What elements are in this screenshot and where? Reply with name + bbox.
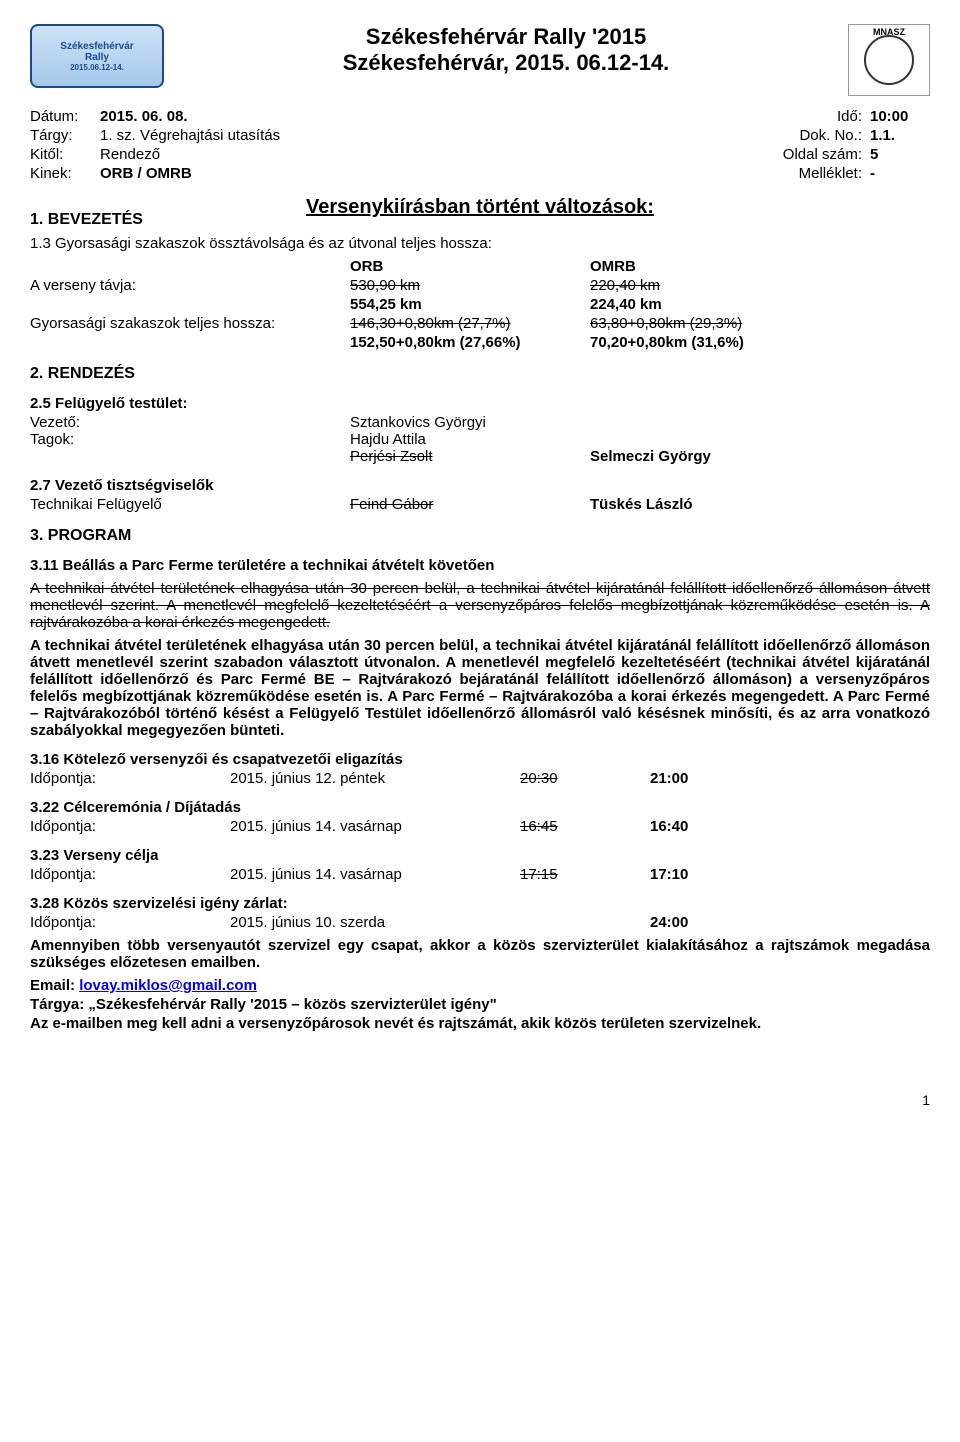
s316-date: 2015. június 12. péntek bbox=[230, 770, 520, 787]
s316-lbl: Időpontja: bbox=[30, 770, 230, 787]
subject-val: „Székesfehérvár Rally '2015 – közös szer… bbox=[88, 996, 496, 1013]
s25-tagok-val1: Hajdu Attila bbox=[350, 431, 590, 448]
logo-left-line1: Székesfehérvár bbox=[60, 41, 133, 52]
s27-row: Technikai Felügyelő Feind Gábor Tüskés L… bbox=[30, 496, 930, 513]
s316-old: 20:30 bbox=[520, 770, 650, 787]
header-row: Székesfehérvár Rally 2015.06.12-14. Szék… bbox=[30, 24, 930, 96]
s27-tech-new: Tüskés László bbox=[590, 496, 830, 513]
s323-old: 17:15 bbox=[520, 866, 650, 883]
wheel-icon bbox=[864, 35, 914, 85]
meta-oldal-val: 5 bbox=[870, 146, 930, 163]
s25-tagok-new: Selmeczi György bbox=[590, 448, 830, 465]
meta-datum-val: 2015. 06. 08. bbox=[100, 108, 770, 125]
s323-row: Időpontja: 2015. június 14. vasárnap 17:… bbox=[30, 866, 930, 883]
final-line: Az e-mailben meg kell adni a versenyzőpá… bbox=[30, 1015, 930, 1032]
logo-left-line3: 2015.06.12-14. bbox=[70, 63, 124, 72]
title-block: Székesfehérvár Rally '2015 Székesfehérvá… bbox=[164, 24, 848, 76]
logo-left: Székesfehérvár Rally 2015.06.12-14. bbox=[30, 24, 164, 88]
s13-row4-b: 70,20+0,80km (31,6%) bbox=[590, 334, 830, 351]
s25-row2: Tagok: Hajdu Attila bbox=[30, 431, 930, 448]
s328-lbl: Időpontja: bbox=[30, 914, 230, 931]
meta-mellek-val: - bbox=[870, 165, 930, 182]
page-title-1: Székesfehérvár Rally '2015 bbox=[164, 24, 848, 50]
s25-row1: Vezető: Sztankovics Györgyi bbox=[30, 414, 930, 431]
meta-oldal-lbl: Oldal szám: bbox=[770, 146, 870, 163]
s13-header-row: ORB OMRB bbox=[30, 258, 930, 275]
s323-lbl: Időpontja: bbox=[30, 866, 230, 883]
s13-row4-a: 152,50+0,80km (27,66%) bbox=[350, 334, 590, 351]
subject-lbl: Tárgya: bbox=[30, 996, 88, 1013]
s13-row2: 554,25 km 224,40 km bbox=[30, 296, 930, 313]
s13-row2-b: 224,40 km bbox=[590, 296, 830, 313]
s328-date: 2015. június 10. szerda bbox=[230, 914, 520, 931]
meta-table: Dátum: 2015. 06. 08. Idő: 10:00 Tárgy: 1… bbox=[30, 108, 930, 182]
s25-vezeto-lbl: Vezető: bbox=[30, 414, 350, 431]
meta-kinek-val: ORB / OMRB bbox=[100, 165, 770, 182]
s13-row1-a-old: 530,90 km bbox=[350, 277, 590, 294]
meta-kinek-lbl: Kinek: bbox=[30, 165, 100, 182]
section2-title: 2. RENDEZÉS bbox=[30, 365, 930, 383]
s322-new: 16:40 bbox=[650, 818, 780, 835]
s25-vezeto-val: Sztankovics Györgyi bbox=[350, 414, 590, 431]
s25-tagok-old: Perjési Zsolt bbox=[350, 448, 590, 465]
s27-tech-lbl: Technikai Felügyelő bbox=[30, 496, 350, 513]
s316-new: 21:00 bbox=[650, 770, 780, 787]
s13-row2-a: 554,25 km bbox=[350, 296, 590, 313]
s13-row1: A verseny távja: 530,90 km 220,40 km bbox=[30, 277, 930, 294]
s13-title: 1.3 Gyorsasági szakaszok össztávolsága é… bbox=[30, 235, 930, 252]
s323-date: 2015. június 14. vasárnap bbox=[230, 866, 520, 883]
email-lbl: Email: bbox=[30, 977, 79, 994]
meta-datum-lbl: Dátum: bbox=[30, 108, 100, 125]
s328-title: 3.28 Közös szervizelési igény zárlat: bbox=[30, 895, 930, 912]
s25-tagok-lbl: Tagok: bbox=[30, 431, 350, 448]
s322-old: 16:45 bbox=[520, 818, 650, 835]
page-title-2: Székesfehérvár, 2015. 06.12-14. bbox=[164, 50, 848, 76]
col-omrb: OMRB bbox=[590, 258, 830, 275]
s328-row: Időpontja: 2015. június 10. szerda 24:00 bbox=[30, 914, 930, 931]
s27-tech-old: Feind Gábor bbox=[350, 496, 590, 513]
email-line: Email: lovay.miklos@gmail.com bbox=[30, 977, 930, 994]
center-heading: Versenykiírásban történt változások: bbox=[30, 196, 930, 219]
meta-ido-lbl: Idő: bbox=[770, 108, 870, 125]
s13-row1-b-old: 220,40 km bbox=[590, 277, 830, 294]
s316-title: 3.16 Kötelező versenyzői és csapatvezető… bbox=[30, 751, 930, 768]
s13-row1-lbl: A verseny távja: bbox=[30, 277, 350, 294]
meta-kitol-val: Rendező bbox=[100, 146, 770, 163]
s322-title: 3.22 Célceremónia / Díjátadás bbox=[30, 799, 930, 816]
s13-row3: Gyorsasági szakaszok teljes hossza: 146,… bbox=[30, 315, 930, 332]
s322-lbl: Időpontja: bbox=[30, 818, 230, 835]
s316-row: Időpontja: 2015. június 12. péntek 20:30… bbox=[30, 770, 930, 787]
logo-right: MNASZ bbox=[848, 24, 930, 96]
meta-mellek-lbl: Melléklet: bbox=[770, 165, 870, 182]
logo-left-line2: Rally bbox=[85, 52, 109, 63]
meta-dokno-val: 1.1. bbox=[870, 127, 930, 144]
section3-title: 3. PROGRAM bbox=[30, 527, 930, 545]
s311-title: 3.11 Beállás a Parc Ferme területére a t… bbox=[30, 557, 930, 574]
section1-row: Versenykiírásban történt változások: bbox=[30, 196, 930, 219]
s27-title: 2.7 Vezető tisztségviselők bbox=[30, 477, 930, 494]
email-link[interactable]: lovay.miklos@gmail.com bbox=[79, 977, 257, 994]
page-number: 1 bbox=[30, 1092, 930, 1108]
s322-row: Időpontja: 2015. június 14. vasárnap 16:… bbox=[30, 818, 930, 835]
s311-old-para: A technikai átvétel területének elhagyás… bbox=[30, 580, 930, 631]
meta-targy-val: 1. sz. Végrehajtási utasítás bbox=[100, 127, 770, 144]
s328-new: 24:00 bbox=[650, 914, 780, 931]
subject-line: Tárgya: „Székesfehérvár Rally '2015 – kö… bbox=[30, 996, 930, 1013]
s13-row3-lbl: Gyorsasági szakaszok teljes hossza: bbox=[30, 315, 350, 332]
s323-title: 3.23 Verseny célja bbox=[30, 847, 930, 864]
s25-row3: Perjési Zsolt Selmeczi György bbox=[30, 448, 930, 465]
meta-kitol-lbl: Kitől: bbox=[30, 146, 100, 163]
s13-row4: 152,50+0,80km (27,66%) 70,20+0,80km (31,… bbox=[30, 334, 930, 351]
s328-para: Amennyiben több versenyautót szervizel e… bbox=[30, 937, 930, 971]
s25-title: 2.5 Felügyelő testület: bbox=[30, 395, 930, 412]
col-orb: ORB bbox=[350, 258, 590, 275]
meta-targy-lbl: Tárgy: bbox=[30, 127, 100, 144]
s13-row3-b-old: 63,80+0,80km (29,3%) bbox=[590, 315, 830, 332]
s322-date: 2015. június 14. vasárnap bbox=[230, 818, 520, 835]
meta-dokno-lbl: Dok. No.: bbox=[770, 127, 870, 144]
meta-ido-val: 10:00 bbox=[870, 108, 930, 125]
s311-new-para: A technikai átvétel területének elhagyás… bbox=[30, 637, 930, 739]
s13-row3-a-old: 146,30+0,80km (27,7%) bbox=[350, 315, 590, 332]
s323-new: 17:10 bbox=[650, 866, 780, 883]
